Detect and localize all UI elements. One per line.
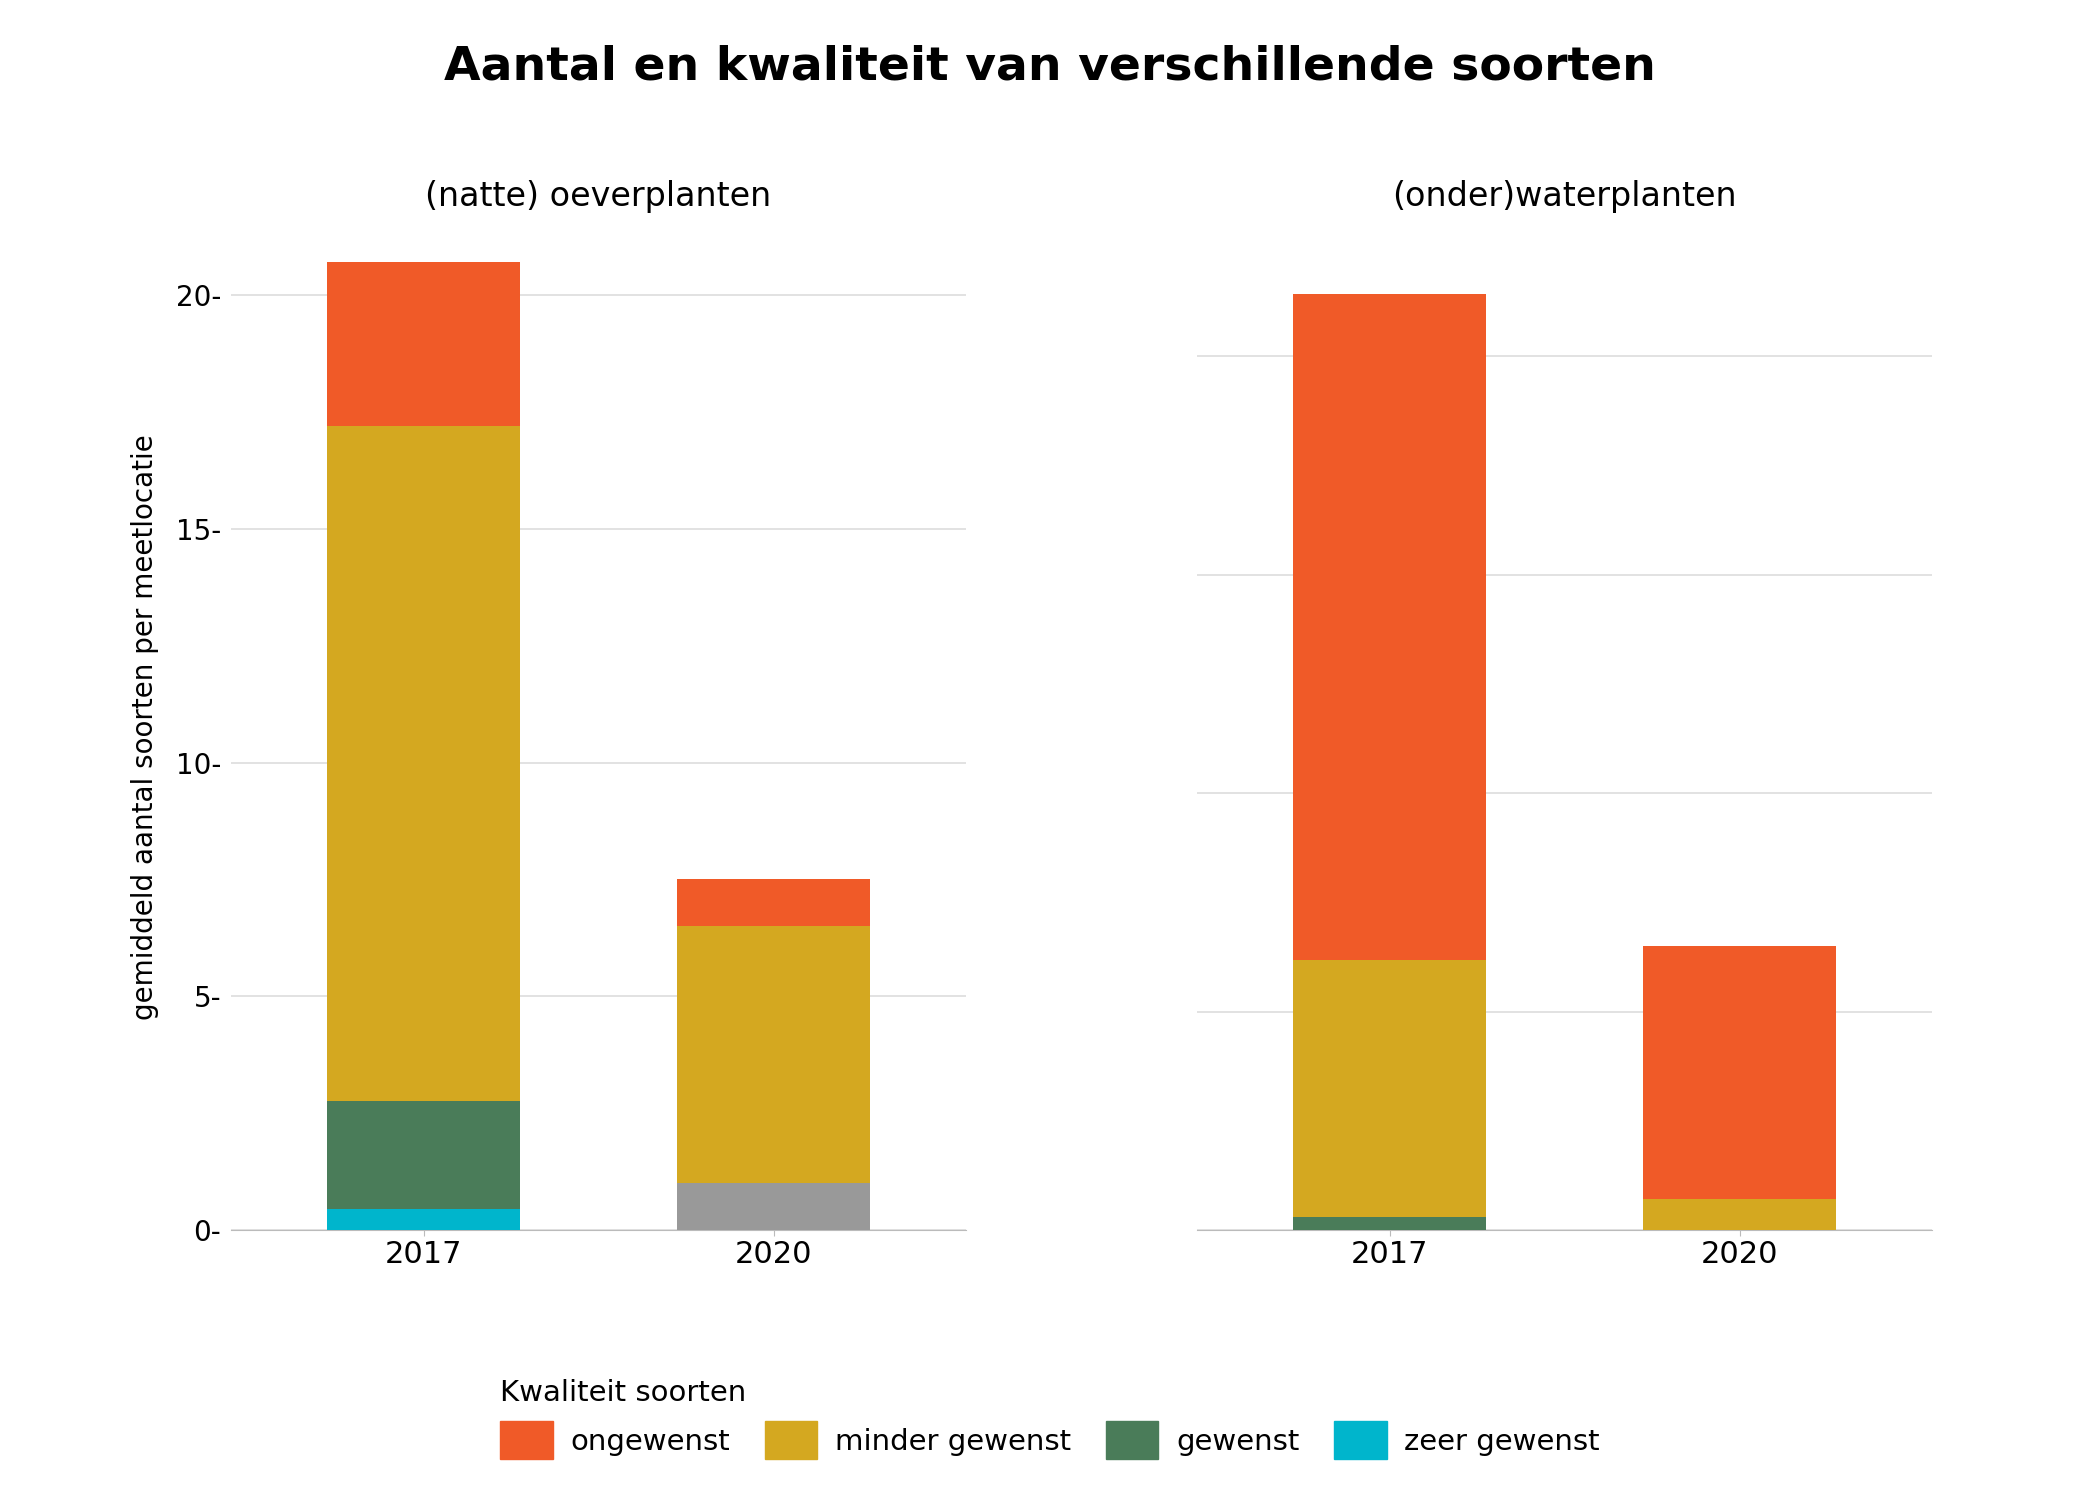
Text: Aantal en kwaliteit van verschillende soorten: Aantal en kwaliteit van verschillende so…	[443, 45, 1657, 90]
Y-axis label: gemiddeld aantal soorten per meetlocatie: gemiddeld aantal soorten per meetlocatie	[130, 435, 160, 1020]
Legend: ongewenst, minder gewenst, gewenst, zeer gewenst: ongewenst, minder gewenst, gewenst, zeer…	[489, 1366, 1611, 1470]
Bar	[328, 426, 521, 1101]
Bar	[1642, 946, 1835, 1200]
Bar	[328, 1209, 521, 1230]
Bar	[328, 1101, 521, 1209]
Bar	[1294, 294, 1487, 960]
Bar	[676, 879, 869, 926]
Bar	[328, 262, 521, 426]
Bar	[676, 1184, 869, 1230]
Bar	[676, 926, 869, 1184]
Bar	[1294, 1216, 1487, 1230]
Bar	[1642, 1200, 1835, 1230]
Bar	[1294, 960, 1487, 1216]
Title: (onder)waterplanten: (onder)waterplanten	[1392, 180, 1737, 213]
Title: (natte) oeverplanten: (natte) oeverplanten	[426, 180, 771, 213]
